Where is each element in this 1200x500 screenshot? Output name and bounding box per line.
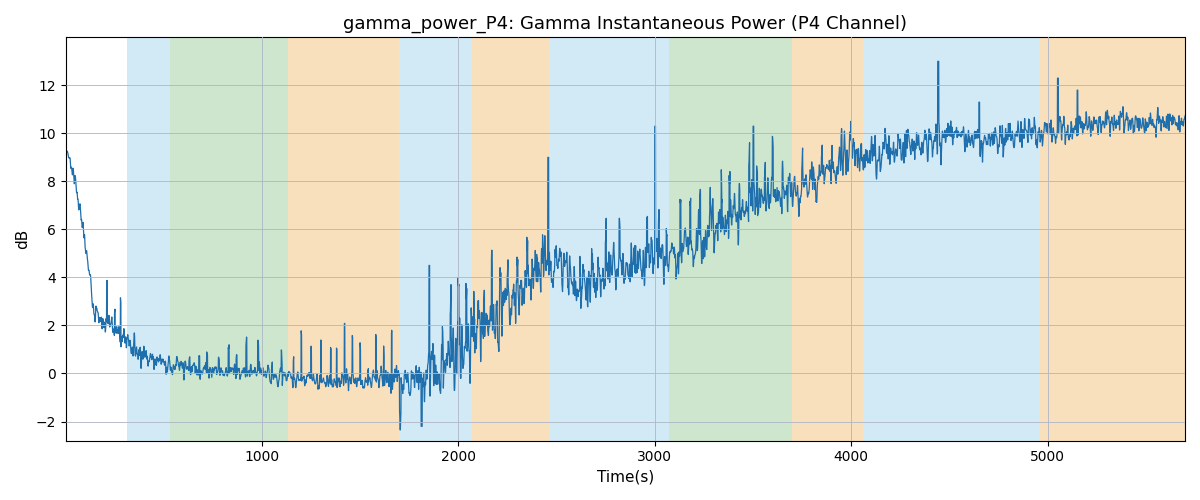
Bar bbox=[169, 38, 288, 440]
Bar bbox=[433, 38, 472, 440]
Bar bbox=[400, 38, 433, 440]
Bar bbox=[288, 38, 400, 440]
X-axis label: Time(s): Time(s) bbox=[596, 470, 654, 485]
Title: gamma_power_P4: Gamma Instantaneous Power (P4 Channel): gamma_power_P4: Gamma Instantaneous Powe… bbox=[343, 15, 907, 34]
Bar bbox=[126, 38, 169, 440]
Bar bbox=[668, 38, 792, 440]
Bar bbox=[792, 38, 863, 440]
Y-axis label: dB: dB bbox=[16, 229, 30, 249]
Bar bbox=[863, 38, 1039, 440]
Bar bbox=[548, 38, 668, 440]
Bar bbox=[1039, 38, 1184, 440]
Bar bbox=[472, 38, 548, 440]
